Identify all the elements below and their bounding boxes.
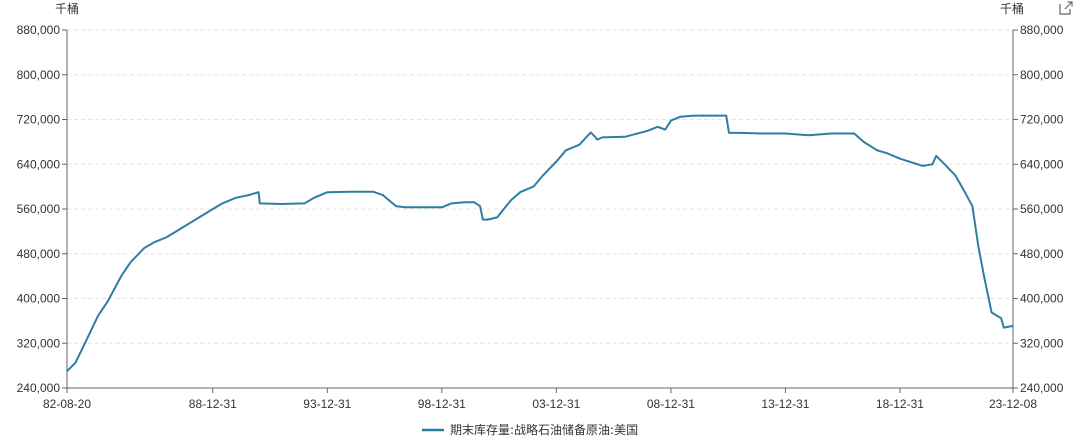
y-tick-label-right: 480,000 <box>1020 247 1064 261</box>
x-tick-label: 03-12-31 <box>532 397 580 411</box>
y-tick-label-left: 640,000 <box>17 157 61 171</box>
y-tick-label-left: 320,000 <box>17 336 61 350</box>
export-icon[interactable] <box>1058 0 1074 16</box>
series-lines <box>66 114 1014 372</box>
y-tick-label-right: 320,000 <box>1020 336 1064 350</box>
y-tick-label-left: 560,000 <box>17 202 61 216</box>
y-tick-label-right: 880,000 <box>1020 23 1064 37</box>
legend[interactable]: 期末库存量:战略石油储备原油:美国 <box>422 422 638 437</box>
y-tick-label-left: 800,000 <box>17 68 61 82</box>
y-tick-label-left: 400,000 <box>17 292 61 306</box>
y-tick-label-right: 800,000 <box>1020 68 1064 82</box>
x-tick-label: 08-12-31 <box>647 397 695 411</box>
x-tick-label: 13-12-31 <box>761 397 809 411</box>
axes: 240,000 240,000 320,000 320,000 400,000 400,0… <box>17 23 1064 411</box>
x-tick-label: 82-08-20 <box>43 397 91 411</box>
y-tick-label-right: 640,000 <box>1020 157 1064 171</box>
x-tick-label: 93-12-31 <box>303 397 351 411</box>
y-tick-label-left: 240,000 <box>17 381 61 395</box>
grid-lines <box>67 29 1013 344</box>
y-axis-unit-left: 千桶 <box>55 1 79 16</box>
y-tick-label-left: 480,000 <box>17 247 61 261</box>
y-tick-label-left: 720,000 <box>17 113 61 127</box>
y-tick-label-right: 240,000 <box>1020 381 1064 395</box>
legend-label[interactable]: 期末库存量:战略石油储备原油:美国 <box>450 422 638 437</box>
x-tick-label: 23-12-08 <box>989 397 1037 411</box>
x-tick-label: 18-12-31 <box>876 397 924 411</box>
y-tick-label-left: 880,000 <box>17 23 61 37</box>
y-axis-unit-right: 千桶 <box>1000 1 1024 16</box>
y-tick-label-right: 720,000 <box>1020 113 1064 127</box>
x-tick-label: 98-12-31 <box>418 397 466 411</box>
y-tick-label-right: 400,000 <box>1020 292 1064 306</box>
x-tick-label: 88-12-31 <box>189 397 237 411</box>
series-line <box>66 114 1014 372</box>
y-tick-label-right: 560,000 <box>1020 202 1064 216</box>
